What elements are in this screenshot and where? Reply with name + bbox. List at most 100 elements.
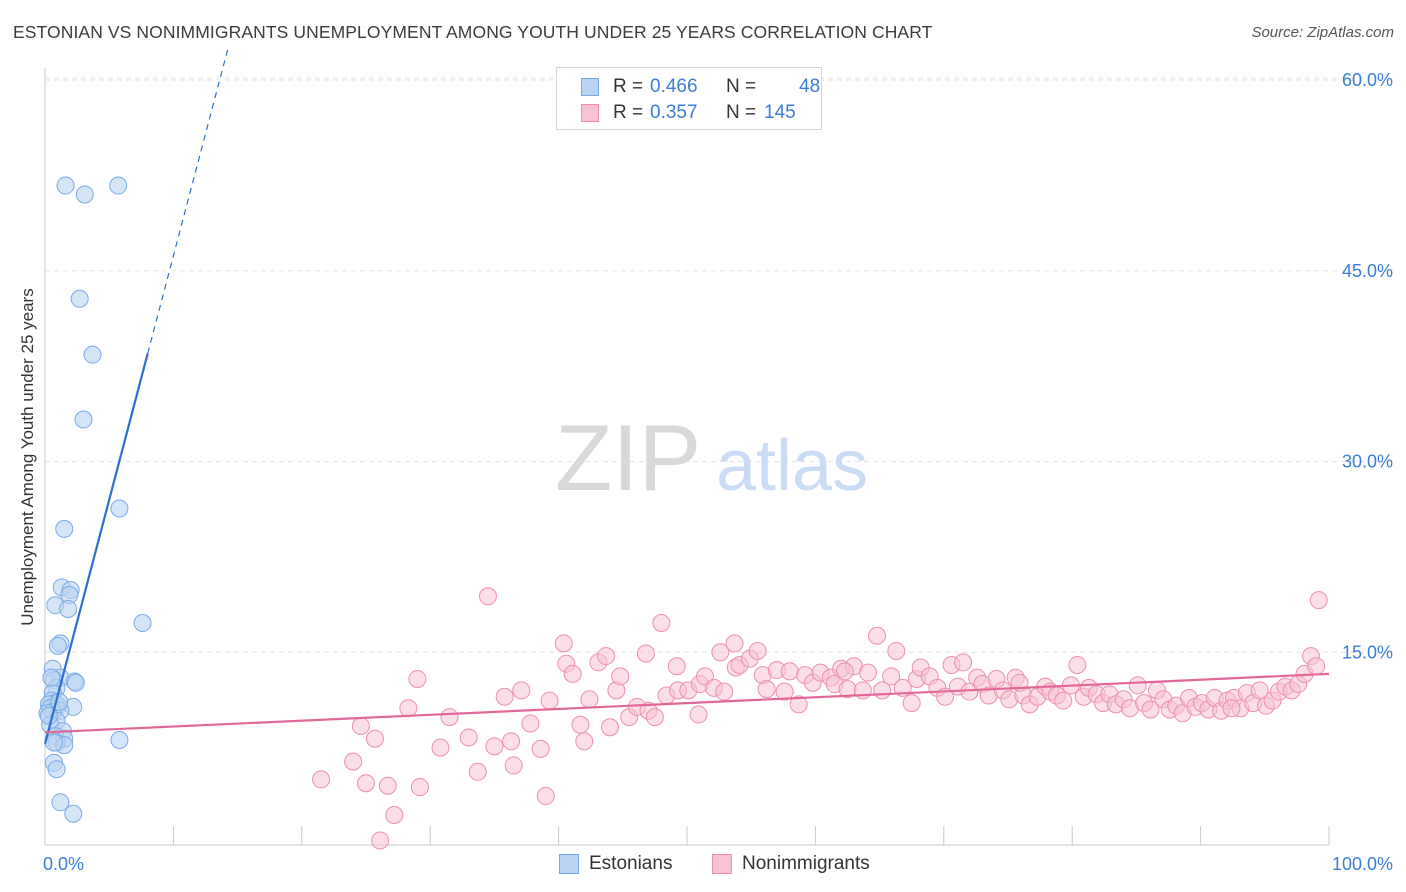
- nonimmigrants-point: [835, 662, 854, 681]
- nonimmigrants-point: [652, 614, 671, 633]
- x-tick-label: 0.0%: [43, 854, 84, 874]
- legend-r-value: 0.357: [650, 102, 698, 123]
- legend-r-label: R =: [613, 76, 644, 97]
- estonians-trendline-extension: [147, 45, 230, 354]
- nonimmigrants-point: [667, 657, 686, 676]
- nonimmigrants-point: [431, 738, 450, 757]
- estonians-point: [109, 176, 128, 195]
- legend-r-value: 0.466: [650, 76, 698, 97]
- nonimmigrants-point: [385, 806, 404, 825]
- nonimmigrants-point: [636, 644, 655, 663]
- nonimmigrants-point: [780, 662, 799, 681]
- nonimmigrants-swatch: [581, 104, 599, 122]
- estonians-point: [56, 176, 75, 195]
- gridlines: [45, 77, 1394, 653]
- nonimmigrants-point: [645, 708, 664, 727]
- nonimmigrants-legend-label: Nonimmigrants: [742, 853, 870, 874]
- nonimmigrants-point: [495, 687, 514, 706]
- nonimmigrants-point: [521, 714, 540, 733]
- estonians-point: [133, 614, 152, 633]
- estonians-point: [50, 692, 69, 711]
- estonians-point: [42, 668, 61, 687]
- legend-r-label: R =: [613, 102, 644, 123]
- nonimmigrants-point: [365, 729, 384, 748]
- nonimmigrants-point: [459, 728, 478, 747]
- nonimmigrants-point: [408, 669, 427, 688]
- estonians-point: [83, 345, 102, 364]
- nonimmigrants-point: [378, 776, 397, 795]
- estonians-swatch: [581, 78, 599, 96]
- nonimmigrants-point: [478, 587, 497, 606]
- nonimmigrants-point: [1307, 657, 1326, 676]
- nonimmigrants-point: [887, 641, 906, 660]
- estonians-point: [59, 600, 78, 619]
- estonians-point: [74, 410, 93, 429]
- nonimmigrants-point: [1309, 591, 1328, 610]
- legend-n-value: 145: [764, 102, 796, 123]
- y-axis-label: Unemployment Among Youth under 25 years: [18, 288, 37, 625]
- nonimmigrants-point: [757, 680, 776, 699]
- nonimmigrants-point: [1068, 655, 1087, 674]
- nonimmigrants-legend-swatch: [712, 854, 732, 874]
- nonimmigrants-point: [357, 774, 375, 793]
- y-tick-label: 60.0%: [1342, 70, 1393, 90]
- estonians-trendline: [43, 353, 149, 745]
- nonimmigrants-point: [1128, 676, 1147, 695]
- y-tick-label: 15.0%: [1342, 642, 1393, 662]
- nonimmigrants-point: [399, 699, 418, 718]
- chart-title: ESTONIAN VS NONIMMIGRANTS UNEMPLOYMENT A…: [13, 22, 933, 42]
- nonimmigrants-point: [600, 718, 619, 737]
- estonians-point: [47, 760, 66, 779]
- nonimmigrants-point: [789, 695, 808, 714]
- watermark-atlas: atlas: [716, 426, 868, 506]
- series-estonians: [38, 176, 152, 823]
- nonimmigrants-point: [1250, 681, 1269, 700]
- nonimmigrants-point: [597, 647, 616, 666]
- x-tick-label: 100.0%: [1332, 854, 1393, 874]
- nonimmigrants-point: [512, 681, 531, 700]
- nonimmigrants-point: [859, 663, 878, 682]
- tick-labels: 15.0% 30.0% 45.0% 60.0% 0.0% 100.0%: [43, 70, 1393, 874]
- estonians-point: [44, 733, 63, 752]
- source-credit: Source: ZipAtlas.com: [1251, 24, 1394, 41]
- estonians-point: [66, 673, 85, 692]
- nonimmigrants-point: [540, 691, 559, 710]
- estonians-legend-label: Estonians: [589, 853, 673, 874]
- watermark: ZIP atlas: [555, 405, 868, 510]
- nonimmigrants-point: [502, 732, 521, 751]
- nonimmigrants-trendline: [44, 672, 1330, 734]
- nonimmigrants-point: [571, 715, 590, 734]
- estonians-point: [70, 289, 89, 308]
- estonians-point: [64, 804, 83, 823]
- nonimmigrants-point: [554, 634, 573, 653]
- nonimmigrants-point: [902, 694, 921, 713]
- nonimmigrants-point: [371, 831, 390, 850]
- estonians-point: [55, 519, 74, 538]
- nonimmigrants-point: [1141, 700, 1160, 719]
- nonimmigrants-point: [689, 705, 708, 724]
- nonimmigrants-point: [312, 770, 331, 789]
- nonimmigrants-point: [468, 762, 487, 781]
- estonians-point: [51, 793, 70, 812]
- estonians-point: [48, 636, 67, 655]
- nonimmigrants-point: [715, 682, 734, 701]
- nonimmigrants-point: [531, 739, 550, 758]
- nonimmigrants-point: [725, 634, 744, 653]
- estonians-point: [110, 730, 129, 749]
- nonimmigrants-point: [410, 778, 429, 797]
- y-tick-label: 45.0%: [1342, 261, 1393, 281]
- correlation-legend: R = 0.466 N = 48 R = 0.357 N = 145: [556, 67, 822, 130]
- y-tick-label: 30.0%: [1342, 452, 1393, 472]
- nonimmigrants-point: [351, 717, 370, 736]
- nonimmigrants-point: [1222, 699, 1241, 718]
- nonimmigrants-point: [575, 732, 594, 751]
- legend-n-label: N =: [726, 102, 757, 123]
- nonimmigrants-point: [440, 708, 459, 727]
- nonimmigrants-point: [1054, 691, 1073, 710]
- nonimmigrants-point: [748, 641, 767, 660]
- nonimmigrants-point: [580, 690, 599, 709]
- estonians-legend-swatch: [559, 854, 579, 874]
- series-nonimmigrants: [312, 587, 1328, 850]
- watermark-zip: ZIP: [555, 405, 701, 510]
